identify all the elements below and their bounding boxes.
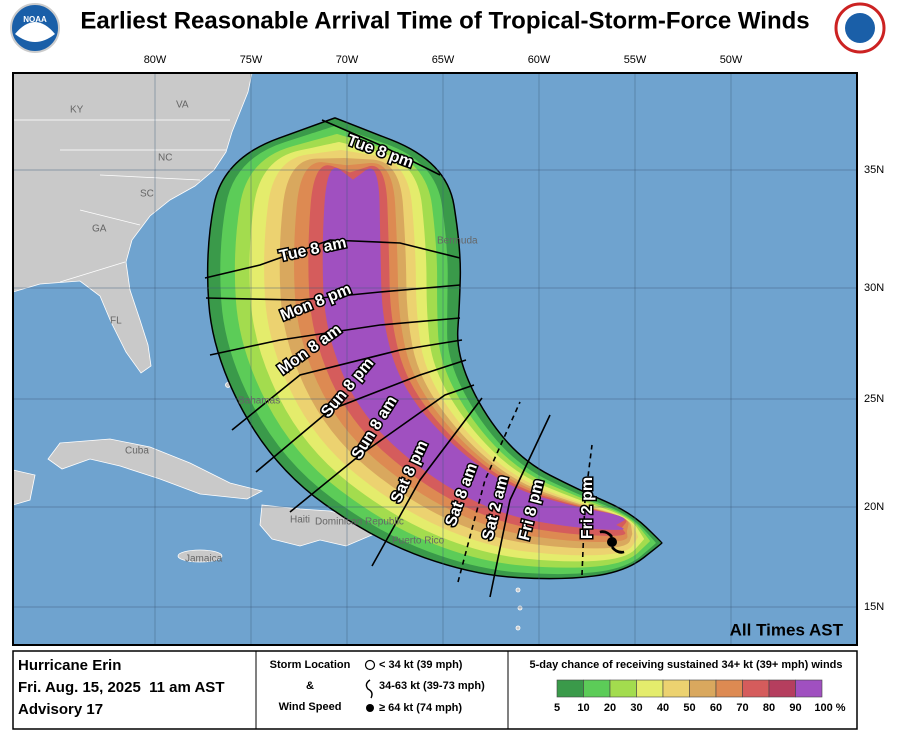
scale-box <box>556 679 584 698</box>
map-frame <box>12 72 858 646</box>
graticule <box>13 73 857 645</box>
storm-date: Fri. Aug. 15, 2025 11 am AST <box>18 679 224 696</box>
contour <box>489 414 551 598</box>
probability-swath <box>206 117 663 580</box>
contour <box>371 397 483 567</box>
scale-label: 10 <box>577 702 589 714</box>
key-heading: Wind Speed <box>279 701 342 713</box>
scale-label: 30 <box>630 702 642 714</box>
scale-label: 20 <box>604 702 616 714</box>
scale-box <box>768 679 796 698</box>
place-label: GA <box>92 224 107 235</box>
scale-box <box>715 679 743 698</box>
time-label: Fri 2 pm <box>579 477 596 539</box>
lat-labels: 35N 30N 25N 20N 15N <box>864 164 884 613</box>
contour <box>209 317 461 356</box>
lon-label: 75W <box>240 54 263 66</box>
key-symbol <box>366 704 374 712</box>
noaa-logo: NOAA <box>10 3 60 53</box>
key-heading: Storm Location <box>270 659 351 671</box>
place-label: NC <box>158 153 172 164</box>
place-label: Haiti <box>290 515 310 526</box>
lat-label: 25N <box>864 393 884 405</box>
place-labels: KY VA NC SC GA FL Bermuda Bahamas Cuba H… <box>70 100 478 565</box>
scale-label: 5 <box>554 702 560 714</box>
storm-advisory: Advisory 17 <box>18 701 103 718</box>
times-note: All Times AST <box>730 620 844 639</box>
swath-band <box>308 165 627 536</box>
lon-label: 50W <box>720 54 743 66</box>
contour <box>581 444 593 576</box>
lon-label: 60W <box>528 54 551 66</box>
place-label: Puerto Rico <box>392 536 445 547</box>
key-symbol <box>365 679 373 699</box>
lon-label: 70W <box>336 54 359 66</box>
lat-label: 15N <box>864 601 884 613</box>
contour <box>255 359 467 473</box>
key-symbol <box>364 659 376 671</box>
scale-label: 80 <box>763 702 775 714</box>
contour <box>204 239 461 279</box>
place-label: Dominican Republic <box>315 517 404 528</box>
place-label: Bahamas <box>238 396 280 407</box>
scale-box <box>583 679 611 698</box>
contour <box>205 284 461 301</box>
place-label: SC <box>140 189 154 200</box>
contour <box>289 384 475 513</box>
color-scale: 5 10 20 30 40 50 60 70 80 90 100 % <box>554 679 846 714</box>
scale-title: 5-day chance of receiving sustained 34+ … <box>530 659 843 671</box>
contour <box>231 339 463 431</box>
place-label: KY <box>70 105 84 116</box>
scale-box <box>662 679 690 698</box>
scale-label: 90 <box>789 702 801 714</box>
key-item: < 34 kt (39 mph) <box>379 659 463 671</box>
place-label: FL <box>110 316 122 327</box>
scale-box <box>742 679 770 698</box>
nws-logo <box>834 2 886 54</box>
storm-name: Hurricane Erin <box>18 657 121 674</box>
lon-label: 80W <box>144 54 167 66</box>
scale-box <box>609 679 637 698</box>
swath-band <box>322 167 625 530</box>
scale-label: 50 <box>683 702 695 714</box>
svg-text:NOAA: NOAA <box>23 15 47 24</box>
key-item: 34-63 kt (39-73 mph) <box>379 680 485 692</box>
lat-label: 30N <box>864 282 884 294</box>
place-label: VA <box>176 100 189 111</box>
key-heading: & <box>306 680 314 692</box>
map: KY VA NC SC GA FL Bermuda Bahamas Cuba H… <box>13 73 857 645</box>
scale-label: 40 <box>657 702 669 714</box>
time-contours <box>204 119 593 598</box>
title: Earliest Reasonable Arrival Time of Trop… <box>80 7 809 34</box>
scale-box <box>795 679 823 698</box>
place-label: Cuba <box>125 446 149 457</box>
scale-box <box>689 679 717 698</box>
footer: Hurricane Erin Fri. Aug. 15, 2025 11 am … <box>12 650 858 730</box>
contour <box>321 119 441 176</box>
key-item: ≥ 64 kt (74 mph) <box>379 702 462 714</box>
scale-box <box>636 679 664 698</box>
lat-label: 35N <box>864 164 884 176</box>
lon-label: 65W <box>432 54 455 66</box>
storm-symbol <box>599 530 625 554</box>
place-label: Bermuda <box>437 236 478 247</box>
place-label: Jamaica <box>185 554 223 565</box>
lon-labels: 80W 75W 70W 65W 60W 55W 50W <box>144 54 743 66</box>
scale-label: 60 <box>710 702 722 714</box>
scale-label: 100 % <box>814 702 845 714</box>
scale-label: 70 <box>736 702 748 714</box>
contour <box>457 401 521 583</box>
state-borders <box>13 119 230 283</box>
lon-label: 55W <box>624 54 647 66</box>
lat-label: 20N <box>864 501 884 513</box>
